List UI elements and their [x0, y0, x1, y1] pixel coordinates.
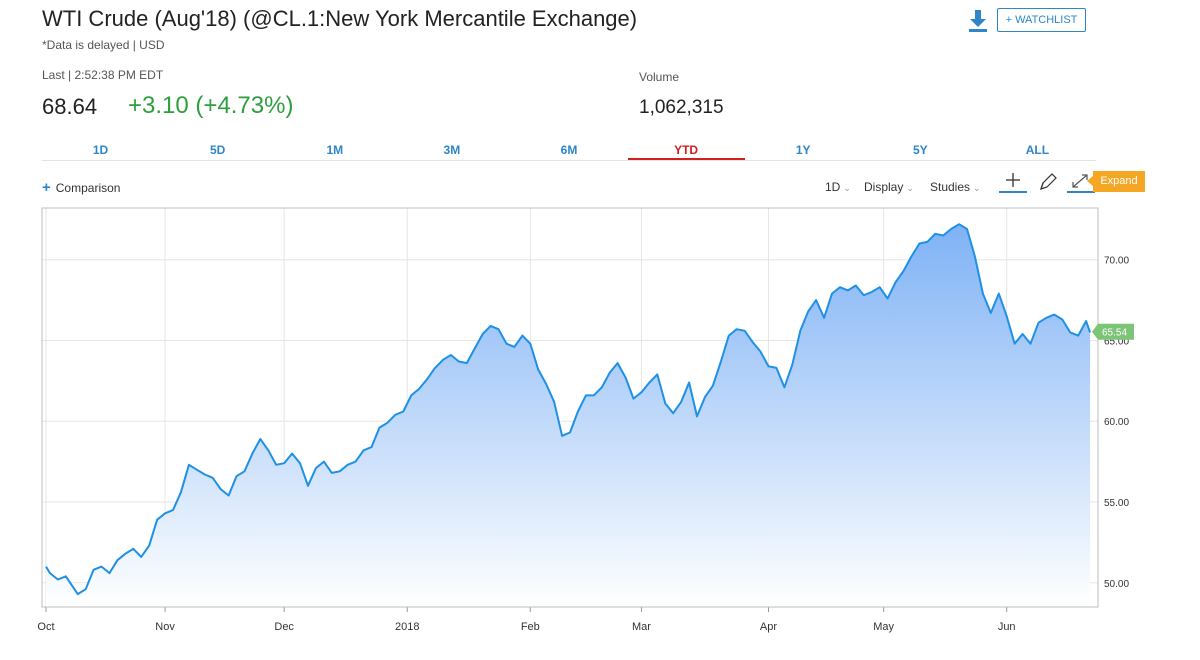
current-value-label: 65.54 [1102, 328, 1127, 339]
price-change: +3.10 (+4.73%) [128, 92, 294, 119]
x-tick-label: Feb [521, 621, 540, 633]
tab-3m[interactable]: 3M [443, 143, 461, 157]
tab-6m[interactable]: 6M [560, 143, 578, 157]
y-tick-label: 55.00 [1104, 498, 1129, 509]
last-trade-label: Last | 2:52:38 PM EDT [42, 68, 164, 82]
pencil-icon[interactable] [1033, 172, 1063, 194]
tab-1y[interactable]: 1Y [795, 143, 811, 157]
page-title: WTI Crude (Aug'18) (@CL.1:New York Merca… [42, 6, 638, 31]
chevron-down-icon: ⌄ [906, 183, 914, 193]
last-price: 68.64 [42, 94, 98, 119]
display-label: Display [864, 180, 904, 194]
tab-ytd[interactable]: YTD [627, 142, 745, 160]
volume-label: Volume [639, 70, 680, 84]
crosshair-icon[interactable] [998, 172, 1028, 194]
range-tabs: 1D 5D 1M 3M 6M YTD 1Y 5Y ALL [42, 142, 1096, 161]
expand-button[interactable]: Expand [1087, 171, 1145, 192]
current-value-badge [1092, 323, 1134, 340]
tab-5y[interactable]: 5Y [912, 143, 928, 157]
tab-1d[interactable]: 1D [92, 143, 109, 157]
x-tick-label: Jun [998, 621, 1016, 633]
price-area-fill [46, 224, 1091, 607]
comparison-label: Comparison [55, 181, 121, 195]
price-line [45, 223, 1092, 596]
volume-value: 1,062,315 [639, 97, 724, 118]
tab-5d[interactable]: 5D [209, 143, 226, 157]
display-dropdown[interactable]: Display ⌄ [864, 180, 914, 194]
data-delayed-note: *Data is delayed | USD [42, 38, 165, 52]
plus-icon: + [42, 179, 51, 196]
y-tick-label: 65.00 [1104, 336, 1129, 347]
comparison-button[interactable]: + Comparison [42, 179, 120, 196]
x-tick-label: Apr [760, 621, 777, 633]
x-tick-label: Mar [632, 621, 651, 633]
interval-label: 1D [825, 180, 841, 194]
x-tick-label: Oct [37, 621, 54, 633]
download-icon[interactable] [966, 8, 990, 34]
watchlist-button[interactable]: + WATCHLIST [997, 8, 1086, 32]
chevron-down-icon: ⌄ [973, 183, 981, 193]
studies-label: Studies [930, 180, 971, 194]
y-tick-label: 50.00 [1104, 579, 1129, 590]
plot-frame [41, 207, 1099, 608]
chevron-down-icon: ⌄ [843, 183, 851, 193]
y-tick-label: 60.00 [1104, 417, 1129, 428]
x-tick-label: Dec [274, 621, 294, 633]
interval-dropdown[interactable]: 1D ⌄ [825, 180, 851, 194]
tab-all[interactable]: ALL [1025, 143, 1050, 157]
x-tick-label: May [873, 621, 894, 633]
x-tick-label: Nov [155, 621, 175, 633]
studies-dropdown[interactable]: Studies ⌄ [930, 180, 981, 194]
y-tick-label: 70.00 [1104, 256, 1129, 267]
x-tick-label: 2018 [395, 621, 419, 633]
tab-1m[interactable]: 1M [326, 143, 344, 157]
